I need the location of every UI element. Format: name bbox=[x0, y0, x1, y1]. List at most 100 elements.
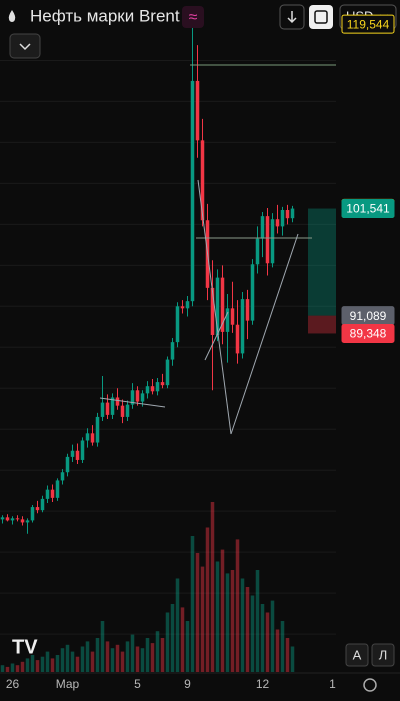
volume-bar bbox=[235, 539, 240, 672]
price-label: 119,544 bbox=[347, 17, 390, 31]
volume-bar bbox=[275, 629, 280, 672]
volume-bar bbox=[280, 621, 285, 672]
volume-bar bbox=[270, 600, 275, 672]
candle-body bbox=[260, 216, 265, 239]
volume-bar bbox=[290, 646, 295, 672]
candle-body bbox=[35, 507, 40, 511]
candle-body bbox=[195, 80, 200, 141]
price-label: 91,089 bbox=[350, 309, 387, 323]
volume-bar bbox=[135, 646, 140, 672]
candle-body bbox=[120, 405, 125, 417]
candle-body bbox=[225, 308, 230, 332]
volume-bar bbox=[95, 638, 100, 672]
settings-icon[interactable] bbox=[363, 678, 377, 692]
volume-bar bbox=[90, 651, 95, 672]
candle-body bbox=[160, 382, 165, 386]
candle-body bbox=[175, 306, 180, 343]
x-tick-label: 9 bbox=[184, 677, 191, 691]
candle-body bbox=[65, 456, 70, 473]
x-tick-label: 26 bbox=[6, 677, 20, 691]
download-button[interactable] bbox=[279, 4, 305, 30]
candle-body bbox=[60, 472, 65, 481]
volume-bar bbox=[185, 621, 190, 672]
candle-body bbox=[190, 80, 195, 302]
volume-bar bbox=[45, 651, 50, 672]
collapse-button[interactable] bbox=[9, 33, 41, 59]
trend-line bbox=[230, 233, 299, 435]
candle-body bbox=[220, 277, 225, 332]
candle-body bbox=[280, 210, 285, 227]
candle-body bbox=[180, 306, 185, 309]
candle-body bbox=[100, 402, 105, 417]
candle-body bbox=[210, 287, 215, 335]
candle-body bbox=[250, 264, 255, 321]
candle-body bbox=[105, 402, 110, 415]
candle-body bbox=[10, 518, 15, 521]
volume-bar bbox=[160, 638, 165, 672]
candle-body bbox=[200, 140, 205, 221]
volume-bar bbox=[180, 607, 185, 672]
indicator-icon: ≈ bbox=[189, 9, 198, 26]
candle-body bbox=[115, 397, 120, 406]
volume-bar bbox=[250, 595, 255, 672]
candle-body bbox=[0, 517, 5, 520]
candle-body bbox=[230, 308, 235, 325]
volume-bar bbox=[230, 570, 235, 672]
candle-body bbox=[130, 390, 135, 405]
candle-body bbox=[185, 301, 190, 309]
candle-body bbox=[140, 393, 145, 402]
profit-zone bbox=[308, 208, 336, 316]
volume-bar bbox=[155, 631, 160, 672]
loss-zone bbox=[308, 315, 336, 334]
volume-bar bbox=[70, 651, 75, 672]
volume-bar bbox=[120, 651, 125, 672]
volume-bar bbox=[220, 549, 225, 672]
candle-body bbox=[85, 433, 90, 441]
volume-bar bbox=[30, 655, 35, 672]
candle-body bbox=[30, 507, 35, 521]
candle-body bbox=[275, 219, 280, 227]
volume-bar bbox=[40, 656, 45, 672]
candle-body bbox=[75, 450, 80, 460]
candle-body bbox=[170, 342, 175, 360]
sync-icon bbox=[314, 10, 328, 24]
candle-body bbox=[150, 386, 155, 392]
auto-scale-button[interactable] bbox=[345, 643, 369, 667]
candle-body bbox=[95, 416, 100, 443]
volume-bar bbox=[125, 641, 130, 672]
candle-body bbox=[5, 517, 10, 521]
sync-button[interactable] bbox=[309, 5, 333, 29]
volume-bar bbox=[255, 570, 260, 672]
volume-bar bbox=[200, 566, 205, 672]
candle-body bbox=[55, 480, 60, 498]
candle-body bbox=[270, 219, 275, 264]
indicator-badge bbox=[182, 6, 204, 28]
volume-bar bbox=[50, 658, 55, 672]
volume-bar bbox=[225, 573, 230, 672]
volume-bar bbox=[285, 638, 290, 672]
volume-bar bbox=[10, 663, 15, 672]
candle-body bbox=[15, 518, 20, 520]
button-label: A bbox=[353, 647, 362, 662]
candle-body bbox=[165, 359, 170, 386]
volume-bar bbox=[75, 656, 80, 672]
volume-bar bbox=[115, 644, 120, 672]
candle-body bbox=[50, 489, 55, 498]
volume-bar bbox=[245, 587, 250, 672]
log-scale-button[interactable] bbox=[371, 643, 395, 667]
price-label: 101,541 bbox=[346, 202, 390, 216]
candle-body bbox=[40, 498, 45, 511]
download-icon bbox=[287, 11, 297, 24]
title: Нефть марки Brent bbox=[30, 6, 180, 25]
volume-bar bbox=[195, 553, 200, 672]
candle-body bbox=[125, 404, 130, 417]
volume-bar bbox=[130, 634, 135, 672]
candle-body bbox=[235, 324, 240, 354]
candle-body bbox=[245, 299, 250, 321]
candle-body bbox=[290, 208, 295, 219]
volume-bar bbox=[35, 660, 40, 672]
volume-bar bbox=[215, 561, 220, 672]
volume-bar bbox=[0, 665, 5, 672]
trend-line bbox=[99, 397, 166, 408]
